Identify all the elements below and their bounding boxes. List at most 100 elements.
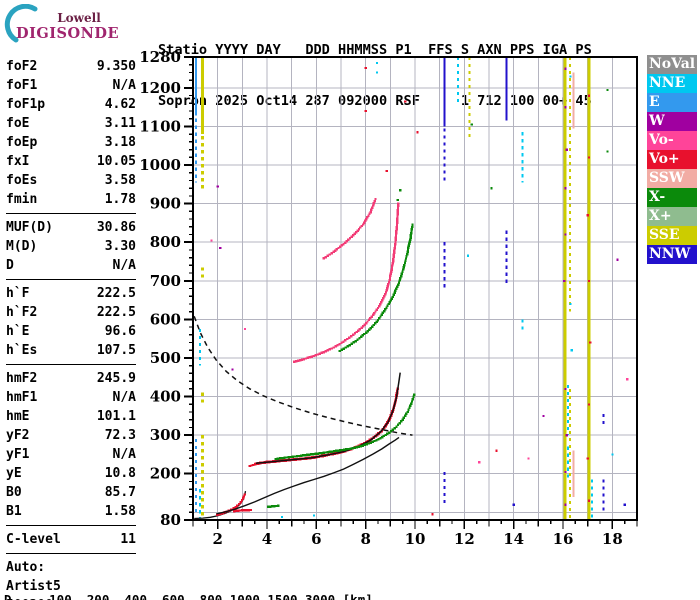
rfi-column-dash xyxy=(198,336,201,340)
rfi-column-dash xyxy=(568,190,571,194)
trace-MUF-transmission-curve xyxy=(193,316,413,436)
echo-dot-E-trace-O-dots xyxy=(215,513,219,516)
rfi-column-dash xyxy=(568,500,571,505)
echo-dot-2F-trace-X-dots xyxy=(410,232,413,235)
noise-dot xyxy=(280,515,283,519)
echo-dot-2F-trace-X-dots xyxy=(342,347,345,350)
echo-dot-Es-trace-O-dots xyxy=(237,509,240,512)
rfi-column-dash xyxy=(602,420,605,425)
noise-dot xyxy=(216,185,219,188)
echo-dot-2F-trace-O-dots xyxy=(353,332,357,335)
echo-dot-F-trace-O-dots xyxy=(254,462,258,466)
echo-dot-E-trace-O-dots xyxy=(217,512,221,516)
echo-dot-F-trace-X-dots xyxy=(304,453,307,457)
noise-dot xyxy=(399,189,402,192)
echo-dot-3F-trace-O-dots xyxy=(348,237,352,240)
rfi-column-dash xyxy=(200,178,204,182)
param-row-d: D N/A xyxy=(6,256,136,275)
echo-dot-F-trace-X-dots xyxy=(351,446,354,450)
rfi-column-dash xyxy=(568,288,571,292)
echo-dot-2F-trace-X-dots xyxy=(396,285,399,288)
noise-dot xyxy=(563,279,566,282)
echo-dot-F-trace-X-dots xyxy=(274,457,277,461)
param-value: 96.6 xyxy=(104,324,136,339)
autoscaling-info-line: Artist5 xyxy=(6,579,61,594)
echo-dot-3F-trace-O-dots xyxy=(352,234,355,237)
echo-dot-3F-trace-O-dots xyxy=(342,242,345,246)
rfi-column-dash xyxy=(443,242,446,246)
echo-dot-2F-trace-O-dots xyxy=(394,240,397,244)
x-tick-label: 10 xyxy=(405,530,426,548)
echo-dot-3F-trace-O-dots xyxy=(322,257,325,260)
legend-item-nnw: NNW xyxy=(647,245,697,264)
echo-dot-2F-trace-X-dots xyxy=(404,259,407,262)
echo-dot-3F-trace-O-dots xyxy=(343,241,347,244)
rfi-column-dash xyxy=(200,442,204,446)
noise-dot xyxy=(586,214,589,217)
rfi-column-dash xyxy=(568,148,571,152)
noise-dot xyxy=(243,328,246,331)
param-label: foEp xyxy=(6,135,38,150)
rfi-column-dash xyxy=(568,423,571,428)
echo-dot-F-trace-X-dots xyxy=(403,414,407,418)
param-value: 101.1 xyxy=(96,409,136,424)
rfi-column xyxy=(563,57,567,520)
rfi-column-dash xyxy=(568,232,571,236)
echo-dot-2F-trace-X-dots xyxy=(408,242,411,245)
echo-dot-2F-trace-O-dots xyxy=(360,326,363,329)
echo-dot-2F-trace-O-dots xyxy=(302,357,306,361)
rfi-column-dash xyxy=(568,218,571,222)
param-row-fof1p: foF1p 4.62 xyxy=(6,95,136,114)
rfi-column-dash xyxy=(568,281,571,285)
echo-dot-2F-trace-X-dots xyxy=(380,313,383,316)
rfi-column-dash xyxy=(198,489,201,493)
echo-dot-2F-trace-O-dots xyxy=(306,356,310,360)
rfi-column-dash xyxy=(591,479,594,483)
echo-dot-3F-trace-O-dots xyxy=(370,208,373,212)
echo-dot-2F-trace-O-dots xyxy=(389,272,392,275)
echo-dot-3F-trace-O-dots xyxy=(330,251,333,255)
echo-dot-E-trace-O-dots xyxy=(243,493,246,496)
echo-dot-Es-trace-O-dots xyxy=(249,508,253,512)
rfi-column-dash xyxy=(468,99,471,103)
noise-dot xyxy=(564,470,567,473)
rfi-column-dash xyxy=(568,437,571,442)
y-tick-label: 300 xyxy=(150,426,181,444)
echo-dot-2F-trace-O-dots xyxy=(380,301,383,304)
echo-dot-F-trace-X-dots xyxy=(355,446,358,449)
rfi-column-dash xyxy=(443,263,446,267)
echo-dot-2F-trace-O-dots xyxy=(395,221,399,224)
rfi-column-dash xyxy=(443,478,446,482)
echo-dot-2F-trace-X-dots xyxy=(411,223,414,227)
echo-dot-2F-trace-O-dots xyxy=(395,227,398,231)
echo-dot-2F-trace-O-dots xyxy=(393,249,396,252)
echo-dot-2F-trace-X-dots xyxy=(381,311,385,315)
legend-item-x: X- xyxy=(647,188,697,207)
noise-dot xyxy=(564,187,567,190)
rfi-column-dash xyxy=(443,170,446,174)
rfi-column-dash xyxy=(568,395,571,400)
param-row-hf: h`F 222.5 xyxy=(6,284,136,303)
echo-dot-Es-trace-O-dots xyxy=(239,509,242,512)
noise-dot xyxy=(565,434,568,437)
noise-dot xyxy=(404,100,407,103)
panel-separator xyxy=(6,213,136,214)
echo-dot-2F-trace-X-dots xyxy=(390,297,393,300)
noise-dot xyxy=(210,239,213,242)
echo-dot-F-lead-dots xyxy=(248,464,251,468)
echo-dot-2F-trace-O-dots xyxy=(381,299,384,302)
rfi-column-dash xyxy=(457,64,460,68)
echo-dot-F-trace-X-dots xyxy=(371,440,374,444)
echo-dot-2F-trace-X-dots xyxy=(361,334,364,337)
param-label: hmF2 xyxy=(6,371,38,386)
echo-dot-Es-trace-X-dots xyxy=(276,504,280,507)
echo-dot-F-trace-X-dots xyxy=(320,451,323,455)
rfi-column-dash xyxy=(468,71,471,75)
echo-dot-Es-trace-X-dots xyxy=(270,505,274,508)
echo-dot-2F-trace-O-dots xyxy=(395,223,399,227)
rfi-column-dash xyxy=(195,160,198,164)
rfi-column-dash xyxy=(568,162,571,166)
rfi-column-dash xyxy=(566,412,569,417)
echo-dot-2F-trace-X-dots xyxy=(408,240,411,243)
rfi-column-dash xyxy=(568,430,571,435)
